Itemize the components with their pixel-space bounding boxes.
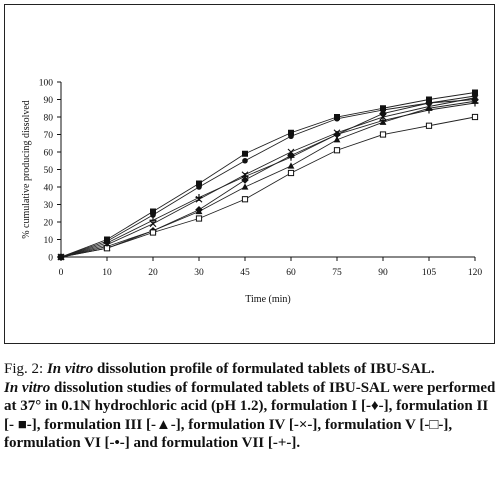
data-point-series-6 [150, 212, 156, 218]
data-point-series-6 [426, 100, 432, 106]
caption-body-italic: In vitro [4, 379, 51, 396]
series-line-2 [60, 92, 476, 258]
chart-frame: 0 10 20 30 40 50 60 70 80 90 100 0 10 20 30 45 60 75 90 105… [4, 4, 495, 344]
data-point-series-4 [287, 148, 295, 156]
data-point-series-5 [195, 215, 203, 222]
figure-caption: Fig. 2: In vitro dissolution profile of … [4, 360, 496, 453]
y-tick-label: 10 [44, 236, 54, 246]
x-tick-label: 105 [422, 268, 437, 278]
x-tick-label: 120 [468, 268, 483, 278]
series-line-6 [60, 95, 476, 258]
data-point-series-3 [241, 183, 249, 190]
data-point-series-7 [103, 239, 111, 247]
x-tick-label: 30 [194, 268, 204, 278]
data-point-series-2 [426, 96, 432, 103]
y-tick-label: 60 [44, 149, 54, 159]
data-point-series-5 [425, 122, 433, 129]
y-tick-label: 70 [44, 131, 54, 141]
data-point-series-7 [425, 106, 433, 114]
y-tick-label: 30 [44, 201, 54, 211]
data-point-series-7 [57, 253, 65, 261]
data-point-series-6 [196, 184, 202, 190]
caption-title: Fig. 2: In vitro dissolution profile of … [4, 360, 496, 379]
data-point-series-2 [196, 180, 202, 187]
data-point-series-6 [288, 133, 294, 140]
caption-body: In vitro dissolution studies of formulat… [4, 379, 496, 453]
data-point-series-5 [379, 131, 387, 138]
data-point-series-3 [195, 207, 203, 215]
data-point-series-2 [472, 89, 478, 96]
caption-fig-rest: dissolution profile of formulated tablet… [93, 361, 435, 377]
data-point-series-6 [334, 115, 340, 122]
data-point-series-7 [241, 173, 249, 180]
y-tick-label: 40 [44, 184, 54, 194]
data-point-series-7 [195, 194, 203, 201]
y-tick-label: 0 [48, 254, 53, 264]
data-point-series-6 [242, 157, 248, 164]
y-axis-label: % cumulative producing dissolved [21, 100, 32, 239]
data-point-series-3 [287, 162, 295, 169]
y-tick-label: 20 [44, 219, 54, 229]
data-point-series-5 [471, 113, 479, 121]
data-point-series-5 [333, 147, 341, 154]
x-axis-label: Time (min) [245, 294, 290, 305]
data-point-series-5 [287, 169, 295, 177]
y-tick-label: 50 [44, 166, 54, 176]
data-point-series-6 [472, 93, 478, 99]
x-tick-label: 45 [240, 268, 250, 278]
series-line-5 [60, 116, 476, 258]
data-point-series-2 [150, 208, 156, 215]
data-point-series-5 [149, 229, 157, 236]
caption-body-rest: dissolution studies of formulated tablet… [4, 379, 496, 452]
x-tick-label: 75 [332, 268, 342, 278]
data-point-series-2 [242, 150, 248, 157]
data-point-series-7 [471, 99, 479, 107]
caption-fig-prefix: Fig. 2: [4, 361, 47, 377]
data-point-series-7 [333, 131, 341, 138]
series-line-7 [60, 102, 476, 258]
x-tick-label: 0 [59, 268, 64, 278]
data-point-series-7 [149, 216, 157, 224]
data-point-series-6 [380, 107, 386, 113]
y-tick-label: 100 [39, 79, 54, 89]
series-line-4 [60, 97, 476, 258]
data-point-series-3 [333, 136, 341, 143]
series-line-3 [60, 100, 476, 258]
x-tick-label: 10 [102, 268, 112, 278]
dissolution-chart: 0 10 20 30 40 50 60 70 80 90 100 0 10 20 30 45 60 75 90 105… [21, 79, 483, 306]
data-point-series-2 [288, 129, 294, 136]
series-line-1 [60, 99, 476, 258]
data-point-series-5 [241, 196, 249, 203]
x-tick-label: 60 [286, 268, 296, 278]
x-tick-label: 20 [148, 268, 158, 278]
x-tick-label: 90 [378, 268, 388, 278]
y-tick-label: 80 [44, 114, 54, 124]
data-point-series-7 [287, 153, 295, 161]
data-point-series-7 [379, 117, 387, 124]
y-tick-label: 90 [44, 96, 54, 106]
caption-fig-italic: In vitro [46, 361, 94, 377]
